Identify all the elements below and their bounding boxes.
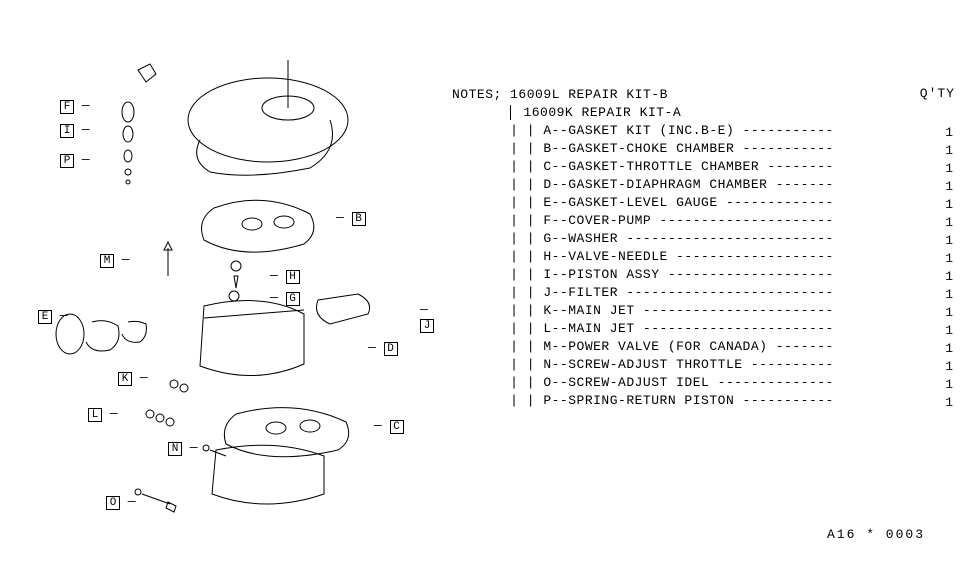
callout-leader: — — [114, 252, 130, 267]
qty-column: 1111111111111111 — [945, 124, 953, 412]
part-row: | | K--MAIN JET ----------------------- — [452, 302, 834, 320]
callout-letter: J — [420, 319, 434, 333]
notes-header-a: 16009K REPAIR KIT-A — [452, 104, 834, 122]
part-row: | | H--VALVE-NEEDLE ------------------- — [452, 248, 834, 266]
part-row: | | I--PISTON ASSY -------------------- — [452, 266, 834, 284]
part-row: | | M--POWER VALVE (FOR CANADA) ------- — [452, 338, 834, 356]
callout-leader: — — [336, 210, 352, 225]
part-qty: 1 — [945, 142, 953, 160]
callout-h: — H — [270, 268, 300, 284]
part-qty: 1 — [945, 304, 953, 322]
part-row: | | J--FILTER ------------------------- — [452, 284, 834, 302]
callout-letter: I — [60, 124, 74, 138]
callout-c: — C — [374, 418, 404, 434]
callout-leader: — — [270, 268, 286, 283]
part-row: | | B--GASKET-CHOKE CHAMBER ----------- — [452, 140, 834, 158]
callout-e: E — — [38, 308, 68, 324]
part-row: | | F--COVER-PUMP --------------------- — [452, 212, 834, 230]
callout-f: F — — [60, 98, 90, 114]
callout-leader: — — [102, 406, 118, 421]
callout-j: — J — [420, 302, 440, 333]
callout-letter: B — [352, 212, 366, 226]
part-row: | | N--SCREW-ADJUST THROTTLE ---------- — [452, 356, 834, 374]
qty-header: Q'TY — [920, 86, 955, 101]
callout-g: — G — [270, 290, 300, 306]
callout-leader: — — [74, 98, 90, 113]
part-qty: 1 — [945, 340, 953, 358]
part-row: | | E--GASKET-LEVEL GAUGE ------------- — [452, 194, 834, 212]
part-qty: 1 — [945, 322, 953, 340]
callout-leader: — — [74, 152, 90, 167]
part-row: | | O--SCREW-ADJUST IDEL -------------- — [452, 374, 834, 392]
part-qty: 1 — [945, 286, 953, 304]
callout-letter: K — [118, 372, 132, 386]
callout-letter: F — [60, 100, 74, 114]
callout-leader: — — [270, 290, 286, 305]
carburetor-sketch — [0, 0, 440, 540]
callout-i: I — — [60, 122, 90, 138]
callout-d: — D — [368, 340, 398, 356]
callout-letter: G — [286, 292, 300, 306]
callout-letter: P — [60, 154, 74, 168]
callout-l: L — — [88, 406, 118, 422]
part-qty: 1 — [945, 358, 953, 376]
part-qty: 1 — [945, 196, 953, 214]
part-row: | | L--MAIN JET ----------------------- — [452, 320, 834, 338]
callout-leader: — — [182, 440, 198, 455]
part-qty: 1 — [945, 268, 953, 286]
drawing-number: A16 * 0003 — [827, 527, 925, 542]
part-row: | | P--SPRING-RETURN PISTON ----------- — [452, 392, 834, 410]
callout-k: K — — [118, 370, 148, 386]
part-row: | | A--GASKET KIT (INC.B-E) ----------- — [452, 122, 834, 140]
part-row: | | C--GASKET-THROTTLE CHAMBER -------- — [452, 158, 834, 176]
callout-letter: E — [38, 310, 52, 324]
part-qty: 1 — [945, 178, 953, 196]
callout-o: O — — [106, 494, 136, 510]
callout-leader: — — [368, 340, 384, 355]
parts-list: NOTES; 16009L REPAIR KIT-B 16009K REPAIR… — [452, 86, 834, 410]
callout-letter: N — [168, 442, 182, 456]
callout-n: N — — [168, 440, 198, 456]
callout-leader: — — [420, 302, 428, 317]
callout-leader: — — [120, 494, 136, 509]
callout-letter: D — [384, 342, 398, 356]
notes-header-b: NOTES; 16009L REPAIR KIT-B — [452, 86, 834, 104]
callout-letter: O — [106, 496, 120, 510]
callout-b: — B — [336, 210, 366, 226]
part-qty: 1 — [945, 376, 953, 394]
callout-letter: L — [88, 408, 102, 422]
part-qty: 1 — [945, 160, 953, 178]
callout-leader: — — [52, 308, 68, 323]
callout-leader: — — [74, 122, 90, 137]
callout-leader: — — [374, 418, 390, 433]
callout-m: M — — [100, 252, 130, 268]
part-row: | | D--GASKET-DIAPHRAGM CHAMBER ------- — [452, 176, 834, 194]
exploded-diagram: F —I —P —— BM —— H— GE —— J— DK —L —— CN… — [0, 0, 440, 540]
callout-p: P — — [60, 152, 90, 168]
part-qty: 1 — [945, 232, 953, 250]
part-row: | | G--WASHER ------------------------- — [452, 230, 834, 248]
callout-letter: M — [100, 254, 114, 268]
callout-letter: C — [390, 420, 404, 434]
part-qty: 1 — [945, 214, 953, 232]
callout-leader: — — [132, 370, 148, 385]
callout-letter: H — [286, 270, 300, 284]
part-qty: 1 — [945, 250, 953, 268]
part-qty: 1 — [945, 394, 953, 412]
part-qty: 1 — [945, 124, 953, 142]
